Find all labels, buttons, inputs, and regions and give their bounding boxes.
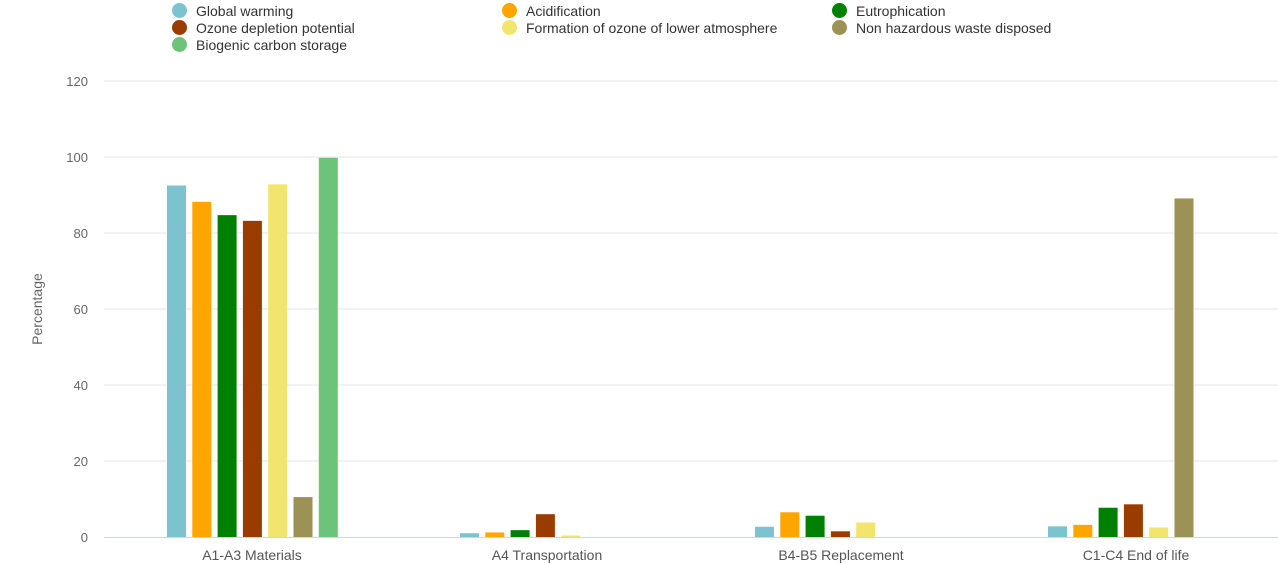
bar-acidification[interactable] — [780, 512, 800, 537]
legend-swatch — [172, 37, 187, 52]
legend-swatch — [502, 3, 517, 18]
legend-swatch — [832, 3, 847, 18]
legend-swatch — [832, 20, 847, 35]
bar-global-warming[interactable] — [167, 185, 186, 538]
y-tick-label: 120 — [66, 74, 88, 89]
legend-label: Non hazardous waste disposed — [856, 19, 1052, 36]
x-tick-label: A4 Transportation — [492, 547, 603, 563]
legend-item-eutrophication[interactable]: Eutrophication — [832, 2, 946, 19]
legend-item-ozone-depletion-potential[interactable]: Ozone depletion potential — [172, 19, 355, 36]
y-tick-label: 100 — [66, 150, 88, 165]
bar-ozone-depletion-potential[interactable] — [830, 531, 850, 537]
y-tick-label: 0 — [81, 530, 88, 545]
legend-swatch — [172, 20, 187, 35]
bar-ozone-depletion-potential[interactable] — [242, 220, 262, 537]
legend-label: Acidification — [526, 2, 601, 19]
bar-non-hazardous-waste-disposed[interactable] — [1174, 198, 1194, 538]
x-tick-label: A1-A3 Materials — [202, 547, 302, 563]
bar-eutrophication[interactable] — [1098, 507, 1118, 537]
y-tick-label: 20 — [74, 454, 88, 469]
x-tick-label: C1-C4 End of life — [1083, 547, 1190, 563]
legend-swatch — [172, 3, 187, 18]
bar-eutrophication[interactable] — [510, 530, 530, 537]
bar-eutrophication[interactable] — [805, 515, 825, 537]
bar-eutrophication[interactable] — [217, 215, 237, 537]
bar-global-warming[interactable] — [1048, 526, 1067, 537]
bar-group-c1-c4-end-of-life — [1048, 198, 1194, 538]
bar-formation-of-ozone-of-lower-atmosphere[interactable] — [561, 535, 581, 537]
bar-global-warming[interactable] — [755, 526, 774, 537]
legend-item-global-warming[interactable]: Global warming — [172, 2, 293, 19]
legend-label: Ozone depletion potential — [196, 19, 355, 36]
legend-item-acidification[interactable]: Acidification — [502, 2, 601, 19]
legend-label: Formation of ozone of lower atmosphere — [526, 19, 778, 36]
legend-label: Biogenic carbon storage — [196, 36, 347, 53]
bar-biogenic-carbon-storage[interactable] — [318, 157, 338, 537]
bar-group-b4-b5-replacement — [755, 512, 876, 537]
legend: Global warming Acidification Eutrophicatio… — [0, 0, 1278, 64]
x-tick-label: B4-B5 Replacement — [778, 547, 903, 563]
legend-item-non-hazardous-waste-disposed[interactable]: Non hazardous waste disposed — [832, 19, 1051, 36]
y-tick-label: 40 — [74, 378, 88, 393]
bar-group-a4-transportation — [460, 514, 581, 537]
legend-item-formation-of-ozone-of-lower-atmosphere[interactable]: Formation of ozone of lower atmosphere — [502, 19, 777, 36]
legend-swatch — [502, 20, 517, 35]
y-axis-title: Percentage — [29, 273, 45, 345]
bar-global-warming[interactable] — [460, 533, 479, 537]
bar-ozone-depletion-potential[interactable] — [1123, 504, 1143, 537]
bar-acidification[interactable] — [1073, 524, 1093, 537]
y-tick-label: 60 — [74, 302, 88, 317]
bar-formation-of-ozone-of-lower-atmosphere[interactable] — [856, 522, 876, 537]
bar-acidification[interactable] — [485, 532, 505, 537]
y-tick-label: 80 — [74, 226, 88, 241]
bar-ozone-depletion-potential[interactable] — [535, 514, 555, 537]
bar-acidification[interactable] — [192, 201, 212, 537]
legend-item-biogenic-carbon-storage[interactable]: Biogenic carbon storage — [172, 36, 347, 53]
bar-formation-of-ozone-of-lower-atmosphere[interactable] — [1149, 527, 1169, 538]
bar-group-a1-a3-materials — [167, 157, 338, 538]
bar-non-hazardous-waste-disposed[interactable] — [293, 497, 313, 537]
bar-formation-of-ozone-of-lower-atmosphere[interactable] — [268, 184, 288, 538]
legend-label: Global warming — [196, 2, 294, 19]
legend-label: Eutrophication — [856, 2, 946, 19]
